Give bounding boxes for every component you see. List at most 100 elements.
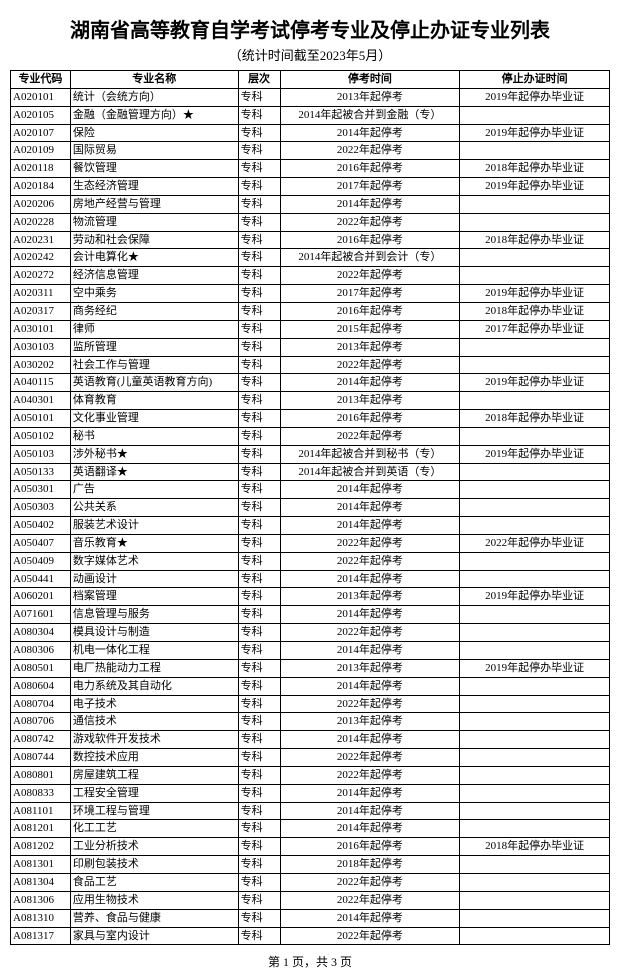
cell-level: 专科 xyxy=(238,302,280,320)
cell-stop: 2014年起停考 xyxy=(280,499,460,517)
table-row: A020101统计（会统方向）专科2013年起停考2019年起停办毕业证 xyxy=(11,88,610,106)
cell-cert xyxy=(460,731,610,749)
cell-code: A081306 xyxy=(11,891,71,909)
cell-stop: 2022年起停考 xyxy=(280,427,460,445)
cell-code: A080704 xyxy=(11,695,71,713)
cell-code: A030101 xyxy=(11,320,71,338)
cell-name: 商务经纪 xyxy=(70,302,238,320)
cell-code: A040115 xyxy=(11,374,71,392)
table-row: A050101文化事业管理专科2016年起停考2018年起停办毕业证 xyxy=(11,410,610,428)
cell-stop: 2022年起停考 xyxy=(280,552,460,570)
cell-cert xyxy=(460,267,610,285)
cell-code: A020118 xyxy=(11,160,71,178)
cell-code: A030202 xyxy=(11,356,71,374)
table-row: A080744数控技术应用专科2022年起停考 xyxy=(11,749,610,767)
cell-code: A060201 xyxy=(11,588,71,606)
cell-code: A080501 xyxy=(11,659,71,677)
cell-stop: 2016年起停考 xyxy=(280,160,460,178)
cell-level: 专科 xyxy=(238,285,280,303)
cell-code: A050441 xyxy=(11,570,71,588)
cell-cert: 2019年起停办毕业证 xyxy=(460,124,610,142)
cell-cert xyxy=(460,606,610,624)
cell-stop: 2014年起停考 xyxy=(280,606,460,624)
col-header-stop: 停考时间 xyxy=(280,71,460,89)
table-row: A080704电子技术专科2022年起停考 xyxy=(11,695,610,713)
cell-stop: 2014年起停考 xyxy=(280,802,460,820)
cell-cert: 2019年起停办毕业证 xyxy=(460,88,610,106)
cell-code: A050133 xyxy=(11,463,71,481)
cell-name: 房屋建筑工程 xyxy=(70,766,238,784)
cell-cert xyxy=(460,213,610,231)
cell-name: 机电一体化工程 xyxy=(70,642,238,660)
cell-stop: 2014年起停考 xyxy=(280,374,460,392)
table-row: A050301广告专科2014年起停考 xyxy=(11,481,610,499)
cell-name: 工业分析技术 xyxy=(70,838,238,856)
cell-cert xyxy=(460,249,610,267)
cell-stop: 2014年起停考 xyxy=(280,481,460,499)
cell-cert: 2019年起停办毕业证 xyxy=(460,285,610,303)
cell-name: 空中乘务 xyxy=(70,285,238,303)
cell-name: 通信技术 xyxy=(70,713,238,731)
cell-cert: 2018年起停办毕业证 xyxy=(460,410,610,428)
cell-cert xyxy=(460,106,610,124)
cell-name: 数控技术应用 xyxy=(70,749,238,767)
cell-name: 体育教育 xyxy=(70,392,238,410)
cell-stop: 2022年起停考 xyxy=(280,873,460,891)
cell-stop: 2014年起停考 xyxy=(280,195,460,213)
cell-level: 专科 xyxy=(238,927,280,945)
cell-name: 国际贸易 xyxy=(70,142,238,160)
cell-code: A050402 xyxy=(11,517,71,535)
cell-level: 专科 xyxy=(238,88,280,106)
table-row: A080706通信技术专科2013年起停考 xyxy=(11,713,610,731)
cell-stop: 2013年起停考 xyxy=(280,713,460,731)
table-row: A071601信息管理与服务专科2014年起停考 xyxy=(11,606,610,624)
table-row: A050407音乐教育★专科2022年起停考2022年起停办毕业证 xyxy=(11,534,610,552)
cell-name: 物流管理 xyxy=(70,213,238,231)
cell-level: 专科 xyxy=(238,838,280,856)
cell-code: A040301 xyxy=(11,392,71,410)
cell-name: 电力系统及其自动化 xyxy=(70,677,238,695)
cell-cert xyxy=(460,873,610,891)
cell-cert xyxy=(460,766,610,784)
cell-code: A020231 xyxy=(11,231,71,249)
cell-cert: 2022年起停办毕业证 xyxy=(460,534,610,552)
cell-name: 营养、食品与健康 xyxy=(70,909,238,927)
cell-cert xyxy=(460,338,610,356)
cell-level: 专科 xyxy=(238,445,280,463)
cell-name: 食品工艺 xyxy=(70,873,238,891)
cell-level: 专科 xyxy=(238,659,280,677)
cell-name: 工程安全管理 xyxy=(70,784,238,802)
cell-name: 会计电算化★ xyxy=(70,249,238,267)
cell-level: 专科 xyxy=(238,873,280,891)
cell-cert xyxy=(460,392,610,410)
cell-cert: 2019年起停办毕业证 xyxy=(460,659,610,677)
cell-cert: 2019年起停办毕业证 xyxy=(460,588,610,606)
cell-stop: 2022年起停考 xyxy=(280,766,460,784)
cell-stop: 2022年起停考 xyxy=(280,695,460,713)
cell-cert xyxy=(460,802,610,820)
cell-code: A071601 xyxy=(11,606,71,624)
cell-code: A081310 xyxy=(11,909,71,927)
cell-cert xyxy=(460,695,610,713)
col-header-name: 专业名称 xyxy=(70,71,238,89)
cell-level: 专科 xyxy=(238,909,280,927)
table-row: A020184生态经济管理专科2017年起停考2019年起停办毕业证 xyxy=(11,178,610,196)
cell-cert: 2018年起停办毕业证 xyxy=(460,231,610,249)
col-header-level: 层次 xyxy=(238,71,280,89)
cell-stop: 2014年起停考 xyxy=(280,642,460,660)
cell-code: A020101 xyxy=(11,88,71,106)
cell-stop: 2022年起停考 xyxy=(280,891,460,909)
cell-name: 印刷包装技术 xyxy=(70,856,238,874)
cell-level: 专科 xyxy=(238,338,280,356)
cell-cert xyxy=(460,784,610,802)
cell-code: A050103 xyxy=(11,445,71,463)
cell-name: 监所管理 xyxy=(70,338,238,356)
table-row: A080501电厂热能动力工程专科2013年起停考2019年起停办毕业证 xyxy=(11,659,610,677)
table-row: A020105金融（金融管理方向）★专科2014年起被合并到金融（专） xyxy=(11,106,610,124)
table-header-row: 专业代码 专业名称 层次 停考时间 停止办证时间 xyxy=(11,71,610,89)
table-row: A020118餐饮管理专科2016年起停考2018年起停办毕业证 xyxy=(11,160,610,178)
page-footer: 第 1 页，共 3 页 xyxy=(10,953,610,970)
cell-cert xyxy=(460,642,610,660)
table-row: A020311空中乘务专科2017年起停考2019年起停办毕业证 xyxy=(11,285,610,303)
table-row: A080801房屋建筑工程专科2022年起停考 xyxy=(11,766,610,784)
